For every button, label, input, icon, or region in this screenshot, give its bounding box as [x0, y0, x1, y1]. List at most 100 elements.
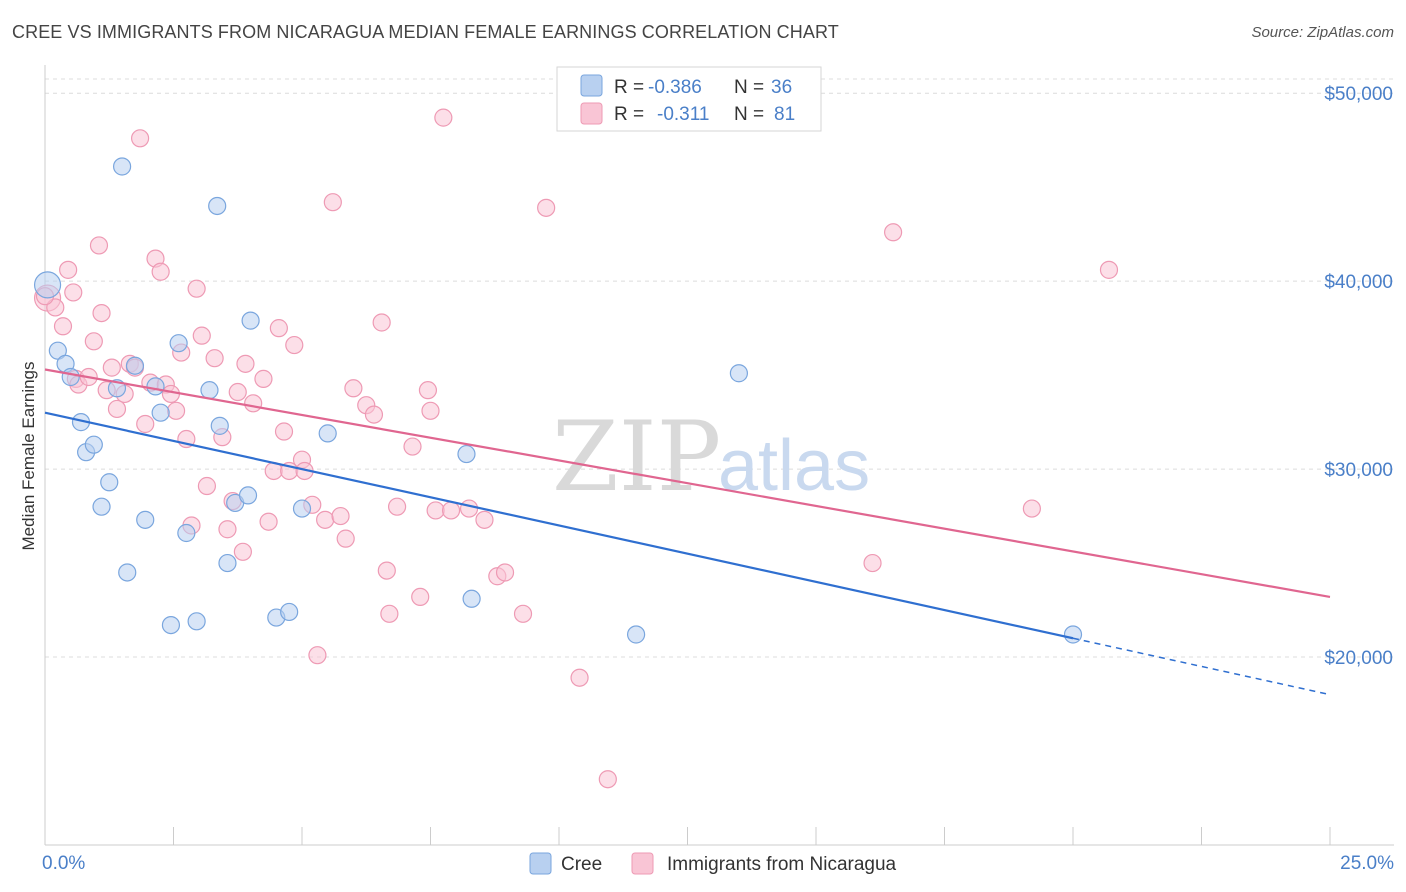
legend-n-value-nicaragua: 81	[774, 104, 795, 125]
x-tick-label-0: 0.0%	[42, 853, 85, 874]
nic-point-65	[426, 501, 445, 520]
axes	[44, 65, 1394, 846]
cree-point-21	[208, 196, 227, 216]
y-tick-labels: $20,000 $30,000 $40,000 $50,000	[1324, 84, 1393, 669]
nic-point-31	[205, 349, 224, 368]
nic-point-1	[46, 298, 65, 317]
legend-n-label-nicaragua: N =	[734, 104, 764, 125]
nic-point-73	[537, 198, 556, 217]
cree-point-31	[457, 444, 476, 464]
bottom-legend-swatch-nicaragua	[631, 852, 654, 875]
nic-point-49	[308, 646, 327, 665]
trend-line-cree	[44, 411, 1074, 640]
nic-point-12	[102, 358, 121, 377]
nic-point-50	[316, 510, 335, 529]
cree-point-0	[33, 271, 62, 299]
nic-point-76	[863, 553, 882, 573]
nic-point-52	[331, 506, 350, 526]
y-tick-label-0: $20,000	[1324, 648, 1393, 669]
nic-point-29	[192, 326, 211, 345]
cree-point-6	[84, 435, 103, 454]
nic-point-28	[187, 279, 206, 298]
nic-point-63	[418, 381, 438, 400]
cree-point-23	[218, 553, 237, 573]
cree-point-18	[177, 523, 196, 543]
y-tick-label-1: $30,000	[1324, 460, 1393, 481]
cree-point-35	[1063, 625, 1083, 644]
nic-point-38	[244, 394, 263, 413]
cree-point-16	[161, 615, 181, 635]
nic-point-54	[344, 379, 363, 398]
cree-point-3	[61, 367, 80, 387]
nic-point-68	[459, 499, 479, 518]
legend-n-value-cree: 36	[771, 77, 792, 98]
nic-point-4	[64, 283, 83, 302]
nic-point-67	[441, 501, 461, 520]
nic-point-40	[259, 512, 278, 531]
nic-point-36	[233, 542, 252, 561]
nic-point-60	[387, 497, 407, 516]
cree-point-32	[462, 589, 481, 608]
y-axis-label: Median Female Earnings	[19, 362, 38, 551]
legend-swatch-cree	[580, 74, 603, 97]
legend-swatch-nicaragua	[580, 102, 603, 125]
legend-r-label-cree: R =	[614, 77, 644, 98]
trend-lines	[44, 368, 1331, 696]
nic-point-51	[323, 193, 342, 212]
cree-point-14	[146, 377, 165, 396]
legend-r-label-nicaragua: R =	[614, 104, 644, 125]
nic-point-69	[475, 510, 494, 529]
nic-point-64	[421, 401, 440, 420]
watermark-zip: ZIP	[552, 401, 721, 513]
nic-point-78	[1022, 499, 1041, 518]
nic-point-71	[495, 563, 515, 582]
nic-point-18	[136, 414, 155, 434]
nic-point-59	[380, 604, 399, 623]
nic-point-79	[1099, 260, 1119, 279]
cree-point-33	[626, 625, 646, 644]
bottom-legend-label-cree: Cree	[561, 854, 602, 875]
bottom-legend-label-nicaragua: Immigrants from Nicaragua	[667, 854, 897, 875]
nic-point-2	[53, 317, 73, 336]
series-cree-points	[33, 157, 1083, 644]
nic-point-21	[151, 262, 170, 281]
cree-point-25	[238, 486, 258, 505]
nic-point-10	[92, 303, 111, 323]
legend-r-value-cree: -0.386	[648, 77, 702, 98]
watermark: ZIP atlas	[552, 401, 870, 513]
nic-point-77	[883, 223, 903, 242]
nic-point-56	[364, 405, 384, 424]
nic-point-17	[130, 129, 150, 148]
nic-point-72	[513, 604, 533, 623]
cree-point-34	[729, 364, 749, 383]
nic-point-37	[236, 354, 255, 373]
nic-point-57	[372, 313, 391, 332]
source-label: Source: ZipAtlas.com	[1251, 24, 1394, 41]
nic-point-39	[254, 369, 273, 388]
chart-title: CREE VS IMMIGRANTS FROM NICARAGUA MEDIAN…	[12, 22, 839, 42]
nic-point-9	[89, 236, 109, 255]
nic-point-53	[336, 529, 355, 548]
nic-point-24	[166, 401, 186, 420]
watermark-atlas: atlas	[718, 426, 870, 506]
y-tick-label-3: $50,000	[1324, 84, 1393, 105]
cree-point-10	[112, 157, 132, 176]
cree-point-12	[125, 356, 145, 375]
nic-point-30	[197, 476, 217, 496]
nic-point-3	[59, 260, 78, 279]
nic-point-35	[228, 382, 247, 402]
nic-point-58	[377, 561, 396, 580]
y-tick-label-2: $40,000	[1324, 272, 1393, 293]
cree-point-15	[151, 403, 170, 422]
nic-point-66	[434, 108, 453, 127]
cree-point-30	[318, 424, 337, 443]
cree-point-13	[136, 510, 155, 529]
trend-line-cree-extension	[1072, 637, 1331, 696]
legend-n-label-cree: N =	[734, 77, 764, 98]
nic-point-13	[107, 399, 127, 419]
nic-point-61	[403, 437, 422, 456]
nic-point-33	[218, 520, 237, 539]
cree-point-29	[292, 499, 312, 518]
nic-point-43	[274, 422, 294, 441]
x-tick-labels: 0.0% 25.0%	[42, 853, 1394, 874]
